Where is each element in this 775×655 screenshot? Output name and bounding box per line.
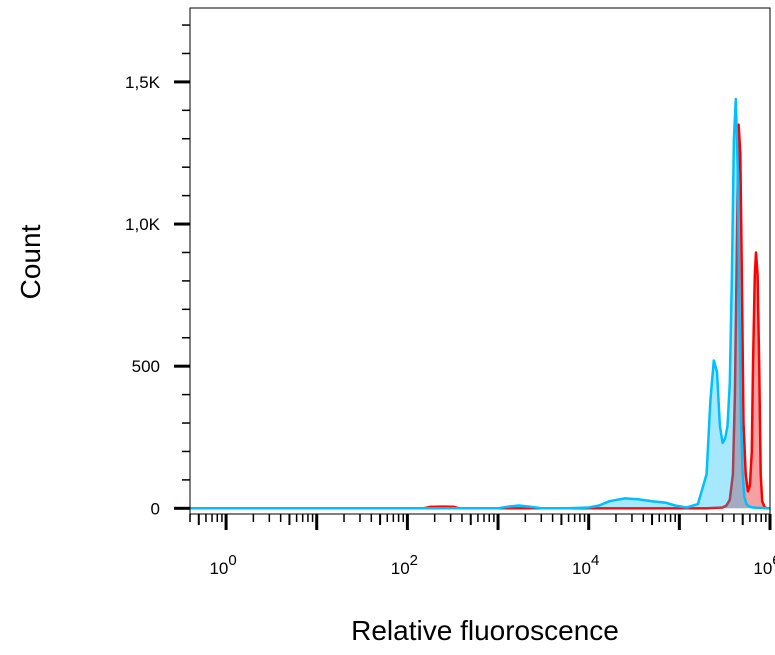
x-tick-label: 102 bbox=[391, 552, 418, 578]
x-tick-label: 100 bbox=[209, 552, 236, 578]
series-0-fill bbox=[190, 124, 770, 509]
series-1-fill bbox=[190, 99, 770, 509]
x-axis-title: Relative fluoroscence bbox=[351, 615, 619, 646]
x-tick-label: 106 bbox=[753, 552, 775, 578]
plot-frame bbox=[189, 7, 771, 515]
y-tick-label: 0 bbox=[151, 499, 160, 518]
y-tick-label: 500 bbox=[132, 357, 160, 376]
axes-layer: 0 500 1,0K 1,5K 100 102 104 106 bbox=[125, 24, 775, 578]
x-tick-label: 104 bbox=[572, 552, 599, 578]
y-axis-title: Count bbox=[15, 224, 46, 299]
series-0-line bbox=[190, 123, 770, 510]
y-tick-label: 1,5K bbox=[125, 73, 161, 92]
series-1-line bbox=[190, 97, 771, 510]
y-tick-label: 1,0K bbox=[125, 215, 161, 234]
series-layer bbox=[190, 97, 771, 510]
